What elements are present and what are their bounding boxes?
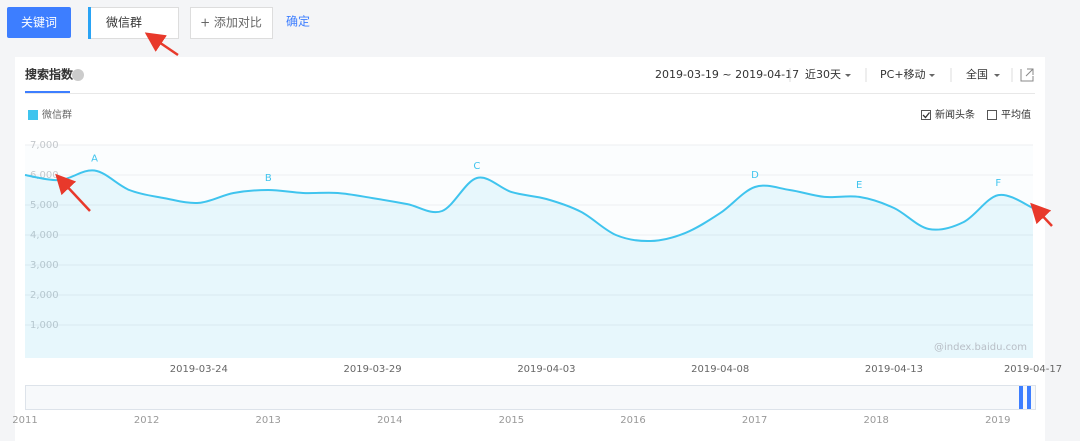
legend-label: 微信群 bbox=[42, 108, 72, 121]
keyword-text: 微信群 bbox=[106, 16, 142, 30]
legend-swatch bbox=[28, 110, 38, 120]
timeline-year: 2012 bbox=[134, 415, 159, 426]
option-label: 新闻头条 bbox=[935, 108, 975, 121]
y-tick-label: 7,000 bbox=[30, 140, 59, 151]
brush-handle[interactable] bbox=[1019, 386, 1023, 409]
x-tick-label: 2019-03-29 bbox=[344, 364, 402, 375]
dropdown-caret bbox=[994, 74, 1000, 77]
timeline-year: 2013 bbox=[255, 415, 280, 426]
date-range[interactable]: 2019-03-19 ~ 2019-04-17 bbox=[655, 68, 799, 81]
brush-handle[interactable] bbox=[1027, 386, 1031, 409]
timeline-year: 2019 bbox=[985, 415, 1010, 426]
add-compare-label: + 添加对比 bbox=[200, 16, 262, 30]
help-icon[interactable] bbox=[72, 69, 84, 81]
x-tick-label: 2019-04-13 bbox=[865, 364, 923, 375]
y-tick-label: 1,000 bbox=[30, 320, 59, 331]
timeline-year: 2014 bbox=[377, 415, 402, 426]
export-icon[interactable] bbox=[1020, 68, 1034, 82]
x-tick-label: 2019-04-08 bbox=[691, 364, 749, 375]
series-line bbox=[24, 169, 1034, 243]
annotation-label: E bbox=[856, 180, 862, 191]
area-fill bbox=[25, 170, 1033, 358]
keyword-button[interactable] bbox=[7, 7, 71, 38]
annotation-arrow bbox=[144, 32, 179, 57]
timeline-year: 2011 bbox=[12, 415, 37, 426]
annotation-arrow bbox=[55, 173, 91, 212]
timeline-year: 2015 bbox=[499, 415, 524, 426]
timeline-year: 2017 bbox=[742, 415, 767, 426]
keyword-button-label: 关键词 bbox=[21, 16, 57, 30]
x-tick-label: 2019-03-24 bbox=[170, 364, 228, 375]
y-tick-label: 6,000 bbox=[30, 170, 59, 181]
timeline-brush[interactable] bbox=[25, 385, 1036, 410]
timeline-year: 2016 bbox=[620, 415, 645, 426]
x-tick-label: 2019-04-17 bbox=[1004, 364, 1062, 375]
annotation-label: C bbox=[473, 161, 480, 172]
region-select[interactable]: 全国 bbox=[966, 67, 988, 81]
dropdown-caret bbox=[845, 74, 851, 77]
annotation-arrow bbox=[1030, 202, 1053, 227]
period-select[interactable]: 近30天 bbox=[805, 68, 841, 81]
annotation-label: D bbox=[751, 170, 759, 181]
plot-area bbox=[25, 145, 1033, 358]
watermark: @index.baidu.com bbox=[934, 342, 1027, 353]
y-tick-label: 5,000 bbox=[30, 200, 59, 211]
chart: 1,000 2,000 3,000 4,000 5,000 6,000 7,000 2019-… bbox=[12, 108, 1062, 426]
dropdown-caret bbox=[929, 74, 935, 77]
y-tick-label: 3,000 bbox=[30, 260, 59, 271]
device-select[interactable]: PC+移动 bbox=[880, 68, 926, 81]
annotation-label: B bbox=[265, 173, 272, 184]
x-tick-label: 2019-04-03 bbox=[517, 364, 575, 375]
add-compare-button[interactable] bbox=[190, 7, 273, 39]
option-label: 平均值 bbox=[1001, 108, 1031, 121]
y-tick-label: 4,000 bbox=[30, 230, 59, 241]
checkbox[interactable] bbox=[987, 110, 997, 120]
annotation-label: A bbox=[91, 154, 98, 165]
y-tick-label: 2,000 bbox=[30, 290, 59, 301]
annotation-label: F bbox=[995, 178, 1001, 189]
keyword-marker bbox=[88, 7, 91, 39]
checkmark bbox=[922, 112, 931, 119]
confirm-link[interactable]: 确定 bbox=[286, 14, 310, 29]
tab-title[interactable]: 搜索指数 bbox=[25, 67, 74, 82]
timeline-year: 2018 bbox=[863, 415, 888, 426]
checkbox[interactable] bbox=[921, 110, 931, 120]
